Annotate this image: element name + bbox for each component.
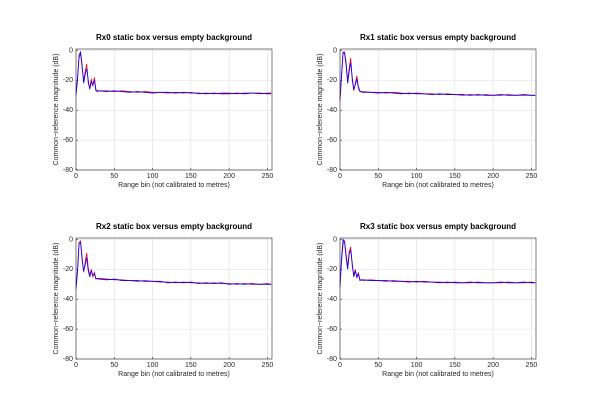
x-tick-label: 0 — [338, 362, 342, 369]
x-tick-label: 100 — [147, 362, 159, 369]
y-tick-label: -60 — [63, 137, 73, 144]
data-line — [339, 238, 536, 288]
plot-area — [340, 49, 536, 170]
y-axis-label: Common−reference magnitude (dB) — [53, 54, 60, 166]
axes-box — [75, 48, 273, 171]
x-tick-label: 100 — [147, 173, 159, 180]
x-tick-label: 150 — [185, 362, 197, 369]
y-tick-label: -20 — [63, 266, 73, 273]
x-tick-label: 100 — [411, 362, 423, 369]
y-tick-label: 0 — [333, 236, 337, 243]
y-tick-label: -40 — [327, 296, 337, 303]
y-tick-label: -20 — [327, 266, 337, 273]
axes-box — [75, 237, 273, 360]
x-tick-label: 50 — [110, 173, 118, 180]
y-tick-label: -20 — [63, 77, 73, 84]
x-tick-label: 250 — [262, 173, 274, 180]
y-tick-label: 0 — [333, 47, 337, 54]
y-tick-label: -80 — [63, 356, 73, 363]
y-tick-label: 0 — [69, 47, 73, 54]
y-tick-label: -60 — [63, 326, 73, 333]
x-tick-label: 50 — [110, 362, 118, 369]
chart-title: Rx3 static box versus empty background — [360, 222, 516, 231]
x-axis-label: Range bin (not calibrated to metres) — [382, 371, 494, 378]
data-line — [75, 241, 272, 289]
axes-box — [339, 237, 537, 360]
chart-title: Rx0 static box versus empty background — [96, 33, 252, 42]
x-tick-label: 150 — [449, 362, 461, 369]
y-tick-label: 0 — [69, 236, 73, 243]
x-tick-label: 250 — [526, 173, 538, 180]
y-tick-label: -20 — [327, 77, 337, 84]
y-tick-label: -80 — [327, 356, 337, 363]
x-tick-label: 250 — [526, 362, 538, 369]
y-axis-label: Common−reference magnitude (dB) — [317, 54, 324, 166]
y-tick-label: -60 — [327, 137, 337, 144]
x-tick-label: 50 — [374, 362, 382, 369]
x-tick-label: 150 — [185, 173, 197, 180]
chart-title: Rx1 static box versus empty background — [360, 33, 516, 42]
x-tick-label: 150 — [449, 173, 461, 180]
x-axis-label: Range bin (not calibrated to metres) — [118, 371, 230, 378]
data-line — [75, 50, 272, 96]
axes-box — [339, 48, 537, 171]
x-axis-label: Range bin (not calibrated to metres) — [118, 182, 230, 189]
y-tick-label: -40 — [63, 296, 73, 303]
y-axis-label: Common−reference magnitude (dB) — [53, 243, 60, 355]
x-tick-label: 0 — [74, 362, 78, 369]
y-tick-label: -80 — [327, 167, 337, 174]
y-axis-label: Common−reference magnitude (dB) — [317, 243, 324, 355]
x-tick-label: 50 — [374, 173, 382, 180]
y-tick-label: -40 — [63, 107, 73, 114]
chart-title: Rx2 static box versus empty background — [96, 222, 252, 231]
x-tick-label: 0 — [74, 173, 78, 180]
plot-area — [340, 238, 536, 359]
plot-area — [76, 49, 272, 170]
x-tick-label: 100 — [411, 173, 423, 180]
x-tick-label: 200 — [223, 362, 235, 369]
x-tick-label: 0 — [338, 173, 342, 180]
y-tick-label: -40 — [327, 107, 337, 114]
x-axis-label: Range bin (not calibrated to metres) — [382, 182, 494, 189]
y-tick-label: -60 — [327, 326, 337, 333]
x-tick-label: 200 — [487, 173, 499, 180]
data-line — [339, 51, 536, 99]
x-tick-label: 200 — [223, 173, 235, 180]
plot-area — [76, 238, 272, 359]
data-line — [75, 53, 272, 95]
x-tick-label: 250 — [262, 362, 274, 369]
x-tick-label: 200 — [487, 362, 499, 369]
y-tick-label: -80 — [63, 167, 73, 174]
